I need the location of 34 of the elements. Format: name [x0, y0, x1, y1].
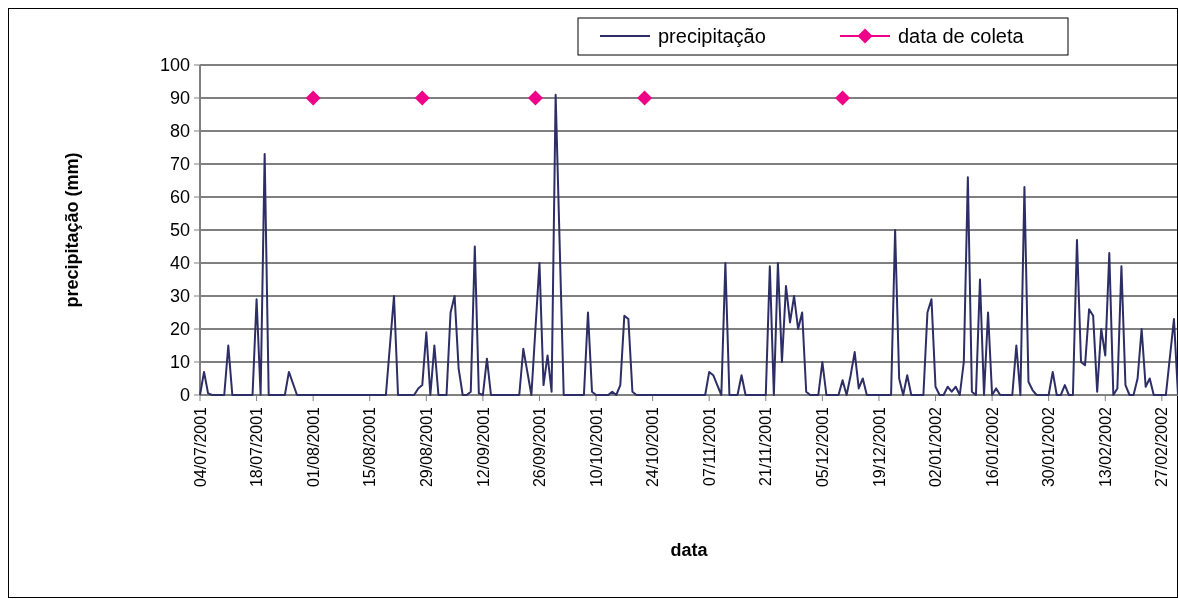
x-tick-label: 18/07/2001 — [248, 406, 266, 488]
x-tick-label: 15/08/2001 — [361, 406, 379, 488]
x-tick-label: 27/02/2002 — [1153, 406, 1171, 488]
y-tick-label: 100 — [159, 55, 190, 76]
y-axis-title: precipitação (mm) — [62, 152, 82, 308]
x-tick-label: 26/09/2001 — [531, 406, 549, 488]
x-tick-label: 02/01/2002 — [927, 406, 945, 488]
x-tick-label: 10/10/2001 — [587, 406, 605, 488]
x-tick-label: 19/12/2001 — [870, 406, 888, 488]
y-tick-label: 70 — [169, 154, 190, 175]
y-tick-label: 20 — [169, 319, 190, 340]
legend-label: precipitação — [658, 25, 766, 47]
y-tick-label: 50 — [169, 220, 190, 241]
x-tick-label: 30/01/2002 — [1040, 406, 1058, 488]
y-tick-label: 10 — [169, 352, 190, 373]
x-tick-label: 21/11/2001 — [757, 406, 775, 486]
y-tick-label: 90 — [169, 88, 190, 109]
y-tick-label: 0 — [179, 385, 190, 406]
y-tick-label: 30 — [169, 286, 190, 307]
x-tick-label: 05/12/2001 — [813, 406, 831, 488]
y-tick-label: 60 — [169, 187, 190, 208]
line-series — [199, 93, 1178, 396]
x-tick-label: 24/10/2001 — [644, 406, 662, 488]
x-tick-label: 16/01/2002 — [983, 406, 1001, 488]
x-tick-label: 07/11/2001 — [700, 406, 718, 486]
x-tick-label: 01/08/2001 — [304, 406, 322, 488]
y-tick-label: 40 — [169, 253, 190, 274]
x-tick-label: 04/07/2001 — [191, 406, 209, 488]
x-tick-label: 13/02/2002 — [1096, 406, 1114, 488]
y-tick-label: 80 — [169, 121, 190, 142]
x-tick-label: 29/08/2001 — [417, 406, 435, 488]
x-axis-title: data — [670, 540, 709, 560]
legend-label: data de coleta — [898, 25, 1025, 47]
x-tick-label: 12/09/2001 — [474, 406, 492, 488]
